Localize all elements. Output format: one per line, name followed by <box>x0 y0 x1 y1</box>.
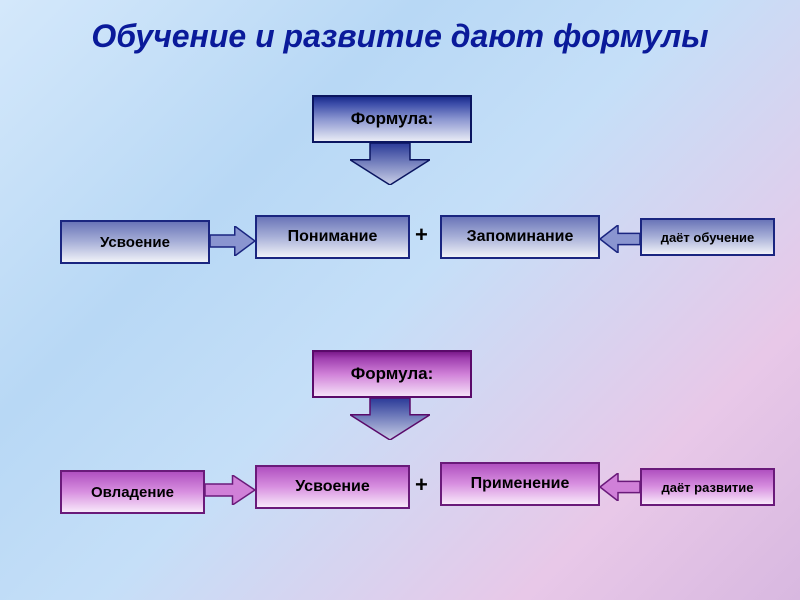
flow2-formula-label: Формула: <box>351 364 434 384</box>
flow2-arrow-left-icon <box>600 473 640 501</box>
flow2-node-ovladenie: Овладение <box>60 470 205 514</box>
flow1-formula-box: Формула: <box>312 95 472 143</box>
flow1-arrow-left-icon <box>600 225 640 253</box>
flow2-down-arrow-icon <box>350 398 430 440</box>
flow1-arrow-right-icon <box>210 226 255 256</box>
box-label: Усвоение <box>295 478 370 496</box>
box-label: Запоминание <box>467 228 574 246</box>
box-label: Понимание <box>288 228 378 246</box>
flow2-formula-box: Формула: <box>312 350 472 398</box>
box-label: Применение <box>471 475 570 493</box>
page-title: Обучение и развитие дают формулы <box>0 0 800 55</box>
flow2-node-usvoenie: Усвоение <box>255 465 410 509</box>
flow2-arrow-right-icon <box>205 475 255 505</box>
flow1-formula-label: Формула: <box>351 109 434 129</box>
flow2-node-primenenie: Применение <box>440 462 600 506</box>
box-label: Овладение <box>91 484 174 501</box>
flow1-node-zapominanie: Запоминание <box>440 215 600 259</box>
flow1-node-usvoenie: Усвоение <box>60 220 210 264</box>
flow1-node-daet-obuchenie: даёт обучение <box>640 218 775 256</box>
flow2-plus: + <box>415 472 428 498</box>
box-label: Усвоение <box>100 234 170 251</box>
flow2-node-daet-razvitie: даёт развитие <box>640 468 775 506</box>
box-label: даёт обучение <box>661 230 755 245</box>
flow1-down-arrow-icon <box>350 143 430 185</box>
flow1-node-ponimanie: Понимание <box>255 215 410 259</box>
box-label: даёт развитие <box>661 480 753 495</box>
flow1-plus: + <box>415 222 428 248</box>
